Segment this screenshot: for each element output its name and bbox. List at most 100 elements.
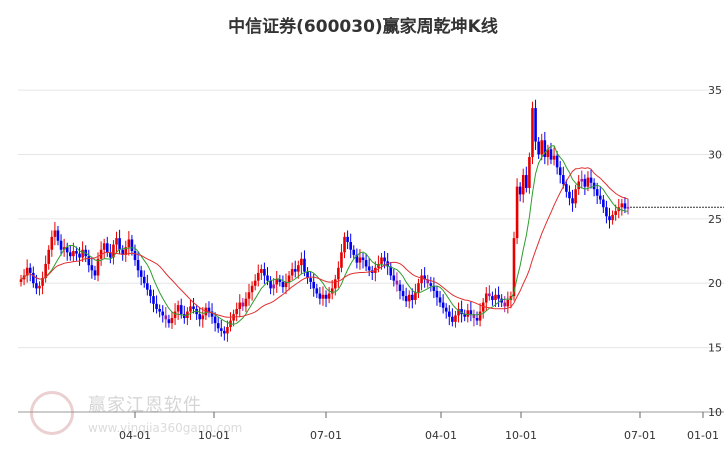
candle-body [176,305,180,312]
candle-body [167,319,171,324]
candle-body [90,265,94,271]
candle-body [139,270,143,277]
candle-body [488,293,491,297]
candle-body [420,275,423,284]
candle-body [130,239,134,252]
candle-body [364,260,368,267]
candle-body [28,267,32,273]
candles [19,99,630,342]
candle-body [68,252,72,257]
candle-body [608,216,611,221]
candle-body [81,249,84,258]
candle-body [346,236,349,243]
candle-body [56,230,60,241]
candle-body [96,258,100,276]
candle-body [50,236,54,250]
candle-body [213,316,217,324]
candle-body [216,323,220,329]
y-tick-label: 10 [708,406,722,419]
candle-body [309,278,312,282]
candle-body [303,258,306,272]
y-tick-label: 20 [708,277,722,290]
candle-body [127,239,131,248]
candle-body [155,303,158,309]
candle-body [598,195,602,200]
candle-body [330,288,334,294]
grid-lines [18,89,724,349]
candle-body [201,315,205,320]
candle-body [25,267,29,276]
candle-body [19,279,23,282]
candle-body [164,315,168,320]
candle-body [626,207,630,209]
x-tick-label: 01-01 [687,429,719,442]
candle-body [32,272,35,284]
candle-body [62,247,66,250]
ma-fast-line [20,145,628,325]
candle-body [457,308,460,316]
candle-body [38,285,41,289]
candle-body [494,294,497,300]
candle-body [537,141,540,155]
candle-body [312,281,316,289]
candle-body [327,293,331,299]
candle-body [340,252,343,268]
candle-body [297,265,300,272]
candle-body [472,314,476,318]
candle-body [124,247,128,255]
candle-body [503,302,507,307]
candle-body [620,203,624,208]
candle-body [602,199,605,208]
candle-body [380,257,383,264]
candle-body [574,189,577,204]
candle-body [256,272,260,281]
candle-body [441,302,445,308]
candle-body [72,251,75,257]
candle-body [491,296,494,300]
candle-body [589,177,593,183]
candle-body [540,140,544,155]
candle-body [460,308,463,315]
candle-body [133,251,137,261]
candle-body [260,269,263,273]
candle-body [361,257,365,261]
candle-body [269,280,272,289]
candle-body [112,244,115,258]
candle-body [278,279,282,282]
candle-body [401,290,405,297]
candle-body [484,293,488,303]
candle-body [275,279,279,285]
y-tick-label: 15 [708,342,722,355]
candle-body [478,311,482,321]
candle-body [583,178,587,187]
candle-body [266,275,269,281]
candle-body [426,279,430,284]
candle-body [287,275,291,282]
candle-body [78,253,81,258]
moving-averages [20,145,629,325]
candle-body [534,108,537,142]
watermark-brand: 赢家江恩软件 [88,395,202,416]
candle-body [383,257,386,262]
candle-body [146,283,149,290]
candle-body [389,266,393,276]
candle-body [226,327,229,334]
y-tick-label: 25 [708,213,722,226]
candle-body [392,275,396,281]
candle-body [198,314,202,320]
candle-body [158,308,161,312]
candle-body [521,175,525,195]
candle-body [263,269,266,276]
candle-body [219,328,223,331]
candle-body [321,294,325,299]
candle-body [543,140,547,158]
candle-body [306,271,309,279]
candle-body [435,290,439,298]
candle-body [481,302,485,312]
y-tick-label: 30 [708,148,722,161]
candle-body [432,285,436,291]
candle-body [281,281,285,288]
candle-body [469,310,473,315]
candle-body [355,254,359,263]
